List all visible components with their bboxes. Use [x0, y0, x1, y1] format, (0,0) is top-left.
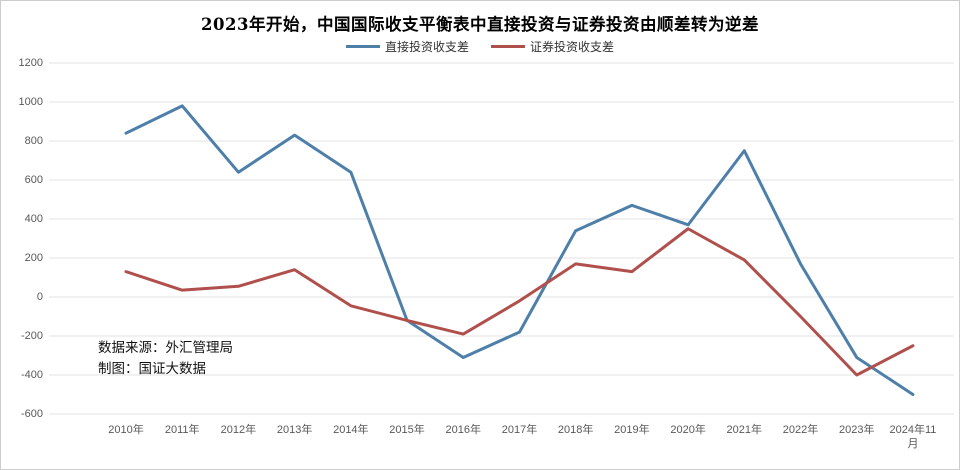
legend-label: 证券投资收支差: [530, 40, 615, 54]
series-line-0: [124, 104, 915, 396]
gridlines: [49, 62, 954, 415]
x-tick-label: 2021年: [726, 424, 763, 436]
legend-item-direct-investment: 直接投资收支差: [345, 38, 469, 55]
y-tick-label: 0: [36, 291, 43, 303]
x-tick-label: 2017年: [501, 424, 538, 436]
legend-item-securities-investment: 证券投资收支差: [491, 38, 614, 55]
x-tick-label: 2018年: [557, 424, 594, 436]
y-tick-label: -400: [20, 369, 43, 381]
chart-legend: 直接投资收支差 证券投资收支差: [1, 38, 959, 55]
y-tick-label: 1000: [18, 96, 43, 108]
x-tick-label: 2016年: [445, 424, 481, 436]
x-tick-label: 2014年: [333, 424, 369, 436]
x-tick-label: 2010年: [108, 424, 144, 436]
x-tick-label: 2019年: [614, 424, 650, 436]
x-tick-label: 2012年: [220, 424, 257, 436]
source-note-line2: 制图：国证大数据: [98, 361, 206, 376]
x-tick-label: 2022年: [782, 424, 819, 436]
y-tick-label: 200: [24, 252, 43, 264]
y-tick-label: 800: [24, 135, 43, 147]
y-tick-label: 400: [24, 213, 43, 225]
y-tick-label: 1200: [18, 57, 43, 69]
y-tick-label: -200: [20, 330, 43, 342]
legend-line-swatch-blue: [345, 45, 380, 48]
source-note: 数据来源：外汇管理局 制图：国证大数据: [98, 337, 233, 379]
y-tick-label: -600: [20, 408, 43, 420]
x-tick-label: 2024年11月: [889, 424, 937, 450]
source-note-line1: 数据来源：外汇管理局: [98, 340, 233, 355]
x-tick-label: 2023年: [838, 424, 875, 436]
series-line-1: [124, 227, 915, 377]
legend-line-swatch-red: [491, 45, 525, 48]
x-tick-label: 2015年: [389, 424, 425, 436]
y-tick-label: 600: [24, 174, 43, 186]
series-lines: [124, 104, 915, 396]
x-tick-label: 2011年: [164, 424, 200, 436]
chart-title: 2023年开始，中国国际收支平衡表中直接投资与证券投资由顺差转为逆差: [201, 15, 759, 34]
x-tick-label: 2020年: [670, 424, 706, 436]
x-tick-label: 2013年: [276, 424, 313, 436]
legend-label: 直接投资收支差: [384, 40, 469, 54]
